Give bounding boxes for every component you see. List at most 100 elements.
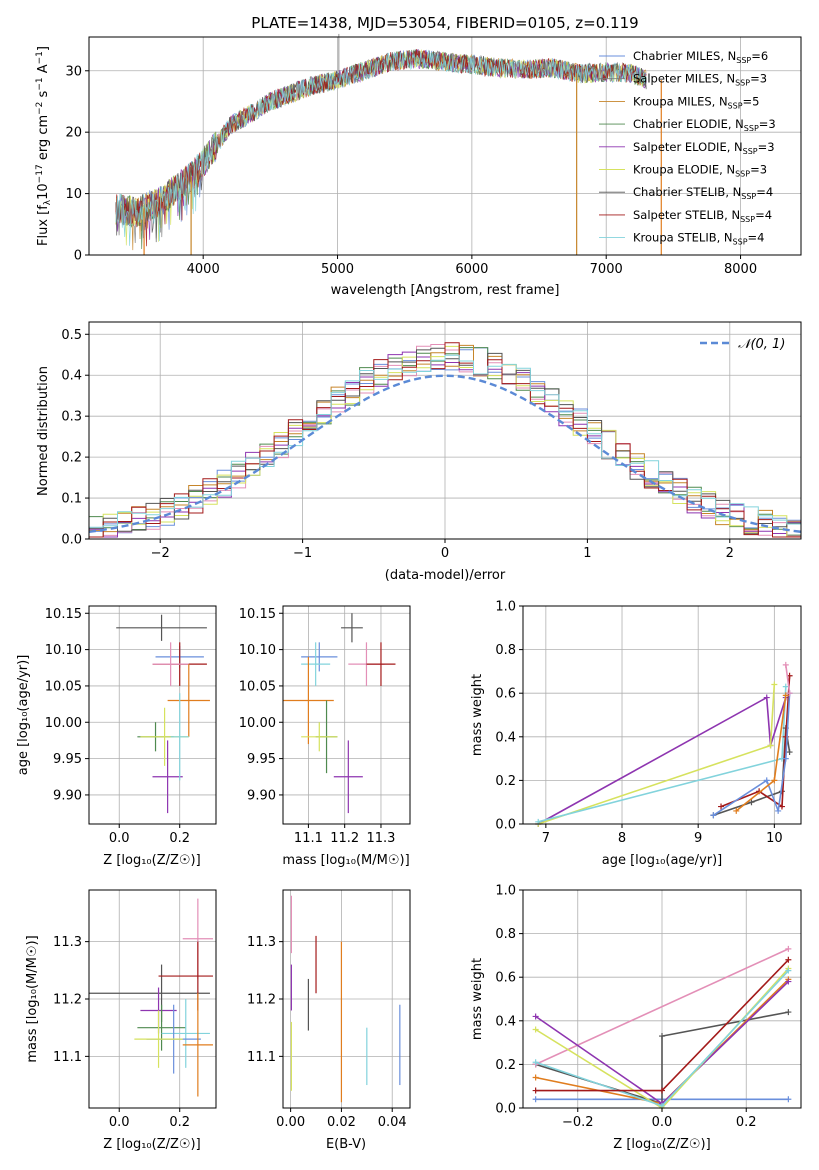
- spectrum-plot-frame: [88, 36, 802, 256]
- age-weight-ylabel: mass weight: [470, 674, 485, 756]
- z-age-ytick-label: 9.95: [53, 752, 82, 767]
- spectrum-legend-label: Kroupa MILES, NSSP=5: [633, 94, 759, 110]
- age-weight-marker: [782, 661, 789, 668]
- age-weight-ytick-label: 0.8: [495, 643, 516, 658]
- z-weight-ytick-label: 0.4: [495, 1014, 516, 1029]
- spectrum-ylabel: Flux [fλ10−17 erg cm−2 s−1 A−1]: [35, 46, 53, 246]
- spectrum-legend-label: Salpeter MILES, NSSP=3: [633, 72, 767, 88]
- age-weight-ytick-label: 0.6: [495, 687, 516, 702]
- residual-xtick-label: 1: [583, 546, 591, 561]
- age-weight-xtick-label: 9: [694, 831, 702, 846]
- mass-age-ytick-label: 10.00: [239, 716, 276, 731]
- figure-title: PLATE=1438, MJD=53054, FIBERID=0105, z=0…: [251, 14, 638, 32]
- normal-pdf-curve: [88, 374, 802, 533]
- z-weight-marker: [659, 1087, 665, 1094]
- residual-xtick-label: 0: [441, 546, 449, 561]
- z-weight-ytick-label: 1.0: [495, 884, 516, 899]
- residual-xtick-label: −1: [293, 546, 312, 561]
- spectrum-line-8: [115, 48, 647, 247]
- age-weight-marker: [763, 694, 770, 701]
- mass-age-ytick-label: 9.90: [247, 788, 276, 803]
- residual-ylabel: Normed distribution: [36, 366, 51, 496]
- age-weight-panel: 7 8 9 10 0.0 0.2 0.4 0.6 0.8 1.0 age [log₁₀(age/y…: [470, 600, 802, 868]
- ebv-mass-ytick-label: 11.2: [247, 993, 276, 1008]
- spectrum-xtick-label: 5000: [321, 262, 354, 277]
- z-weight-marker: [532, 1087, 539, 1094]
- residual-panel: −2 −1 0 1 2 0.0 0.1 0.2 0.3 0.4 0.5 (data-model)/e…: [36, 321, 802, 583]
- z-age-xlabel: Z [log₁₀(Z/Z☉)]: [103, 853, 200, 868]
- z-mass-ytick-label: 11.2: [53, 993, 82, 1008]
- spectrum-legend-label: Salpeter STELIB, NSSP=4: [633, 208, 772, 224]
- age-weight-xtick-label: 10: [766, 831, 783, 846]
- residual-legend: 𝒩(0, 1): [700, 337, 785, 352]
- spectrum-legend-label: Salpeter ELODIE, NSSP=3: [633, 140, 775, 156]
- spectrum-xtick-label: 6000: [455, 262, 488, 277]
- z-weight-marker: [785, 945, 792, 952]
- spectrum-ytick-label: 10: [65, 187, 82, 202]
- age-weight-frame: [522, 605, 802, 825]
- spectrum-ytick-label: 20: [65, 126, 82, 141]
- z-weight-marker: [785, 1009, 792, 1016]
- age-weight-xlabel: age [log₁₀(age/yr)]: [602, 853, 723, 868]
- age-weight-series-line: [735, 695, 787, 812]
- ebv-mass-xlabel: E(B-V): [326, 1137, 366, 1152]
- spectrum-line-9: [115, 49, 647, 246]
- z-mass-ylabel: mass [log₁₀(M/M☉)]: [25, 935, 40, 1062]
- z-age-ytick-label: 9.90: [53, 788, 82, 803]
- age-weight-marker: [718, 803, 725, 810]
- age-weight-marker: [775, 807, 782, 814]
- age-weight-ytick-label: 0.4: [495, 730, 516, 745]
- z-age-xtick-label: 0.0: [109, 831, 130, 846]
- ebv-mass-ytick-label: 11.3: [247, 935, 276, 950]
- spectrum-legend-label: Kroupa STELIB, NSSP=4: [633, 231, 764, 247]
- age-weight-marker: [748, 799, 755, 806]
- age-weight-marker: [782, 692, 789, 699]
- z-weight-marker: [532, 1013, 539, 1020]
- z-mass-panel: 0.0 0.2 11.1 11.2 11.3 Z [log₁₀(Z/Z☉)] mass …: [25, 889, 217, 1152]
- ebv-mass-panel: 0.00 0.02 0.04 11.1 11.2 11.3 E(B-V): [247, 889, 411, 1152]
- spectrum-line-3: [115, 50, 647, 251]
- spectrum-xlabel: wavelength [Angstrom, rest frame]: [331, 283, 560, 298]
- age-weight-marker: [782, 683, 789, 690]
- ebv-mass-xtick-label: 0.04: [378, 1115, 407, 1130]
- residual-ytick-label: 0.4: [61, 369, 82, 384]
- z-mass-xtick-label: 0.2: [169, 1115, 190, 1130]
- age-weight-marker: [786, 690, 793, 697]
- z-age-ytick-label: 10.00: [45, 716, 82, 731]
- age-weight-marker: [771, 777, 778, 784]
- z-weight-marker: [785, 956, 792, 963]
- spectrum-ytick-label: 30: [65, 64, 82, 79]
- age-weight-marker: [782, 755, 789, 762]
- z-age-frame: [88, 605, 217, 825]
- z-mass-xtick-label: 0.0: [109, 1115, 130, 1130]
- age-weight-marker: [786, 749, 793, 756]
- age-weight-series-line: [537, 684, 776, 825]
- z-weight-ytick-label: 0.6: [495, 971, 516, 986]
- spectrum-xtick-label: 7000: [590, 262, 623, 277]
- spectrum-xtick-label: 4000: [187, 262, 220, 277]
- residual-xtick-label: 2: [726, 546, 734, 561]
- age-weight-series-line: [785, 664, 791, 694]
- z-weight-marker: [532, 1059, 539, 1066]
- z-weight-ytick-label: 0.2: [495, 1058, 516, 1073]
- z-weight-xtick-label: −0.2: [562, 1115, 594, 1130]
- mass-age-ytick-label: 9.95: [247, 752, 276, 767]
- age-weight-marker: [771, 681, 778, 688]
- ebv-mass-ytick-label: 11.1: [247, 1050, 276, 1065]
- z-weight-marker: [532, 1074, 539, 1081]
- residual-ytick-label: 0.5: [61, 328, 82, 343]
- residual-histogram-9: [89, 354, 801, 528]
- z-age-xtick-label: 0.2: [169, 831, 190, 846]
- age-weight-marker: [763, 777, 770, 784]
- residual-xlabel: (data-model)/error: [385, 568, 506, 583]
- z-weight-marker: [532, 1026, 539, 1033]
- residual-ytick-label: 0.3: [61, 410, 82, 425]
- age-weight-xtick-label: 8: [618, 831, 626, 846]
- normal-legend-label: 𝒩(0, 1): [738, 337, 785, 352]
- residual-histogram-1: [89, 347, 801, 534]
- z-age-ytick-label: 10.05: [45, 679, 82, 694]
- mass-age-xlabel: mass [log₁₀(M/M☉)]: [282, 853, 409, 868]
- residual-ytick-label: 0.2: [61, 451, 82, 466]
- ebv-mass-xtick-label: 0.00: [276, 1115, 305, 1130]
- mass-age-xtick-label: 11.3: [366, 831, 395, 846]
